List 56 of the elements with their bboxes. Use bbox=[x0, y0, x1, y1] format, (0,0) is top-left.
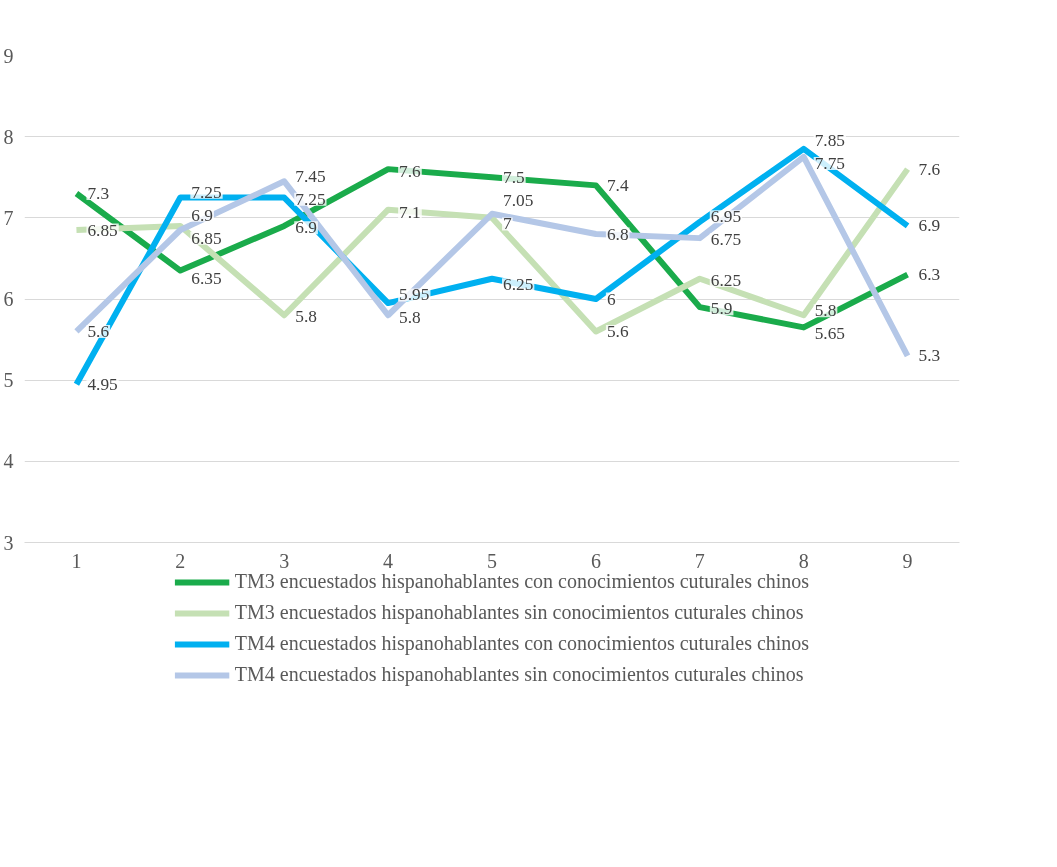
y-tick-label: 9 bbox=[3, 44, 14, 67]
data-label: 7.6 bbox=[399, 162, 422, 182]
y-tick-label: 6 bbox=[3, 288, 14, 310]
data-label: 6.35 bbox=[191, 269, 222, 289]
x-tick-label: 3 bbox=[279, 549, 290, 572]
data-label: 7.05 bbox=[503, 191, 534, 211]
data-label: 7.85 bbox=[814, 130, 845, 150]
data-label: 7.25 bbox=[295, 189, 326, 209]
data-label: 6.9 bbox=[918, 216, 941, 236]
data-label: 6.3 bbox=[918, 265, 941, 285]
data-label: 6.25 bbox=[710, 270, 742, 290]
data-label: 5.6 bbox=[87, 321, 110, 341]
data-label: 6.9 bbox=[295, 218, 317, 238]
data-label: 6.25 bbox=[503, 275, 534, 295]
x-tick-label: 6 bbox=[590, 549, 601, 572]
data-label: 7.75 bbox=[814, 153, 845, 173]
legend-label: TM3 encuestados hispanohablantes sin conocimientos cuturales chinos bbox=[234, 601, 804, 624]
data-label: 7 bbox=[503, 214, 512, 234]
data-label: 7.3 bbox=[87, 183, 110, 203]
data-label: 6.95 bbox=[710, 207, 742, 227]
data-label: 7.25 bbox=[191, 182, 222, 202]
data-label: 7.6 bbox=[918, 159, 941, 179]
data-label: 4.95 bbox=[87, 374, 118, 394]
data-label: 6.85 bbox=[191, 228, 222, 248]
data-label: 5.95 bbox=[399, 285, 430, 305]
y-tick-label: 7 bbox=[3, 206, 14, 229]
data-label: 6.9 bbox=[191, 205, 214, 225]
x-tick-label: 2 bbox=[175, 549, 186, 572]
data-label: 5.65 bbox=[814, 324, 845, 344]
data-label: 7.1 bbox=[399, 202, 421, 222]
data-label: 5.3 bbox=[918, 346, 941, 366]
data-label: 7.4 bbox=[606, 175, 629, 195]
data-label: 5.9 bbox=[710, 299, 733, 319]
data-label: 5.8 bbox=[399, 308, 421, 328]
y-tick-label: 5 bbox=[3, 369, 14, 392]
y-tick-label: 4 bbox=[3, 450, 14, 473]
x-tick-label: 5 bbox=[487, 549, 497, 572]
x-tick-label: 4 bbox=[383, 549, 394, 572]
data-label: 5.8 bbox=[295, 307, 317, 327]
legend-label: TM4 encuestados hispanohablantes sin conocimientos cuturales chinos bbox=[234, 663, 804, 686]
data-label: 6 bbox=[606, 289, 616, 309]
legend-label: TM3 encuestados hispanohablantes con conocimientos cuturales chinos bbox=[234, 570, 810, 593]
data-label: 6.8 bbox=[606, 224, 629, 244]
data-label: 7.45 bbox=[295, 166, 326, 186]
y-tick-label: 8 bbox=[3, 125, 14, 148]
x-tick-label: 8 bbox=[798, 549, 809, 572]
x-tick-label: 9 bbox=[902, 549, 913, 572]
data-label: 7.5 bbox=[503, 168, 525, 188]
x-tick-label: 1 bbox=[71, 549, 82, 572]
data-label: 6.85 bbox=[87, 220, 118, 240]
y-tick-label: 3 bbox=[3, 531, 14, 554]
legend-label: TM4 encuestados hispanohablantes con conocimientos cuturales chinos bbox=[234, 632, 810, 655]
data-label: 5.8 bbox=[814, 301, 837, 321]
data-label: 6.75 bbox=[710, 230, 742, 250]
data-label: 5.6 bbox=[606, 321, 629, 341]
x-tick-label: 7 bbox=[694, 549, 705, 572]
